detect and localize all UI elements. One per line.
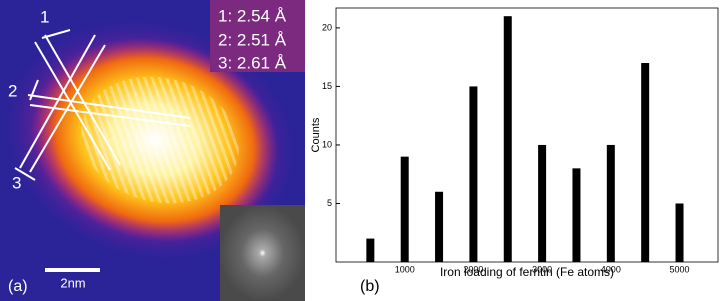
fringe-label: 1 <box>40 7 49 26</box>
plot-frame <box>335 7 719 263</box>
fringe-label: 2 <box>8 81 17 100</box>
bar <box>366 238 375 262</box>
x-axis-label: Iron loading of ferritin (Fe atoms) <box>440 265 614 279</box>
y-tick-label: 5 <box>327 198 332 208</box>
fringe-label: 3 <box>12 173 21 192</box>
x-tick-label: 3000 <box>532 264 552 274</box>
x-tick-label: 4000 <box>601 264 621 274</box>
spacing-label: 2: 2.51 Å <box>218 30 287 49</box>
y-tick-label: 10 <box>322 139 332 149</box>
bar <box>538 144 547 262</box>
bar <box>641 63 650 262</box>
bar <box>606 144 615 262</box>
panel-label: (a) <box>8 278 28 295</box>
x-tick-label: 1000 <box>395 264 415 274</box>
spacing-label: 1: 2.54 Å <box>218 6 287 25</box>
bar <box>675 203 684 262</box>
y-axis-label: Counts <box>310 117 322 152</box>
x-tick-label: 5000 <box>670 264 690 274</box>
scale-bar-label: 2nm <box>60 275 85 290</box>
bar <box>435 191 444 262</box>
spacing-label: 3: 2.61 Å <box>218 53 287 72</box>
bar <box>572 168 581 262</box>
bar <box>400 156 409 262</box>
y-tick-label: 20 <box>322 22 332 32</box>
tem-image <box>0 0 305 301</box>
panel-label: (b) <box>360 278 380 295</box>
y-tick-label: 15 <box>322 81 332 91</box>
bar <box>469 86 478 262</box>
x-tick-label: 2000 <box>463 264 483 274</box>
bar <box>503 16 512 263</box>
